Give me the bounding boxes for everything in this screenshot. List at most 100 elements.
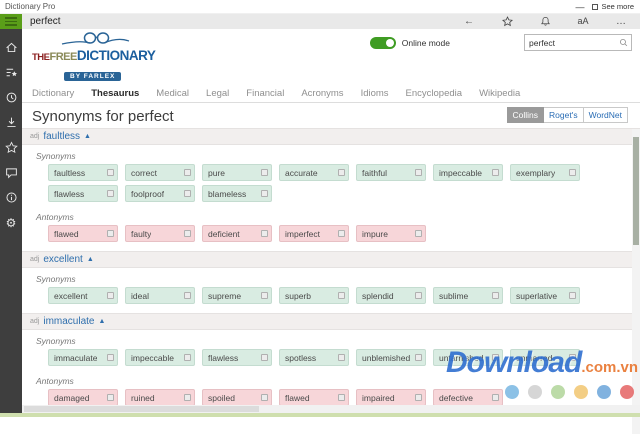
synonym-chip[interactable]: flawless: [202, 349, 272, 366]
wordlist-icon[interactable]: [0, 60, 22, 85]
more-icon[interactable]: …: [602, 16, 640, 27]
lookup-icon[interactable]: [338, 292, 345, 299]
lookup-icon[interactable]: [569, 292, 576, 299]
tab-dictionary[interactable]: Dictionary: [32, 88, 74, 99]
lookup-icon[interactable]: [492, 354, 499, 361]
lookup-icon[interactable]: [261, 169, 268, 176]
antonym-chip[interactable]: spoiled: [202, 389, 272, 406]
star-icon[interactable]: [488, 16, 526, 27]
lookup-icon[interactable]: [107, 169, 114, 176]
lookup-icon[interactable]: [492, 292, 499, 299]
settings-icon[interactable]: ⚙: [0, 210, 22, 235]
lookup-icon[interactable]: [107, 394, 114, 401]
tab-acronyms[interactable]: Acronyms: [301, 88, 343, 99]
lookup-icon[interactable]: [107, 292, 114, 299]
lookup-icon[interactable]: [338, 169, 345, 176]
lookup-icon[interactable]: [338, 354, 345, 361]
antonym-chip[interactable]: defective: [433, 389, 503, 406]
info-icon[interactable]: [0, 185, 22, 210]
search-input[interactable]: [525, 38, 619, 48]
lookup-icon[interactable]: [184, 230, 191, 237]
synonym-chip[interactable]: ideal: [125, 287, 195, 304]
tab-wikipedia[interactable]: Wikipedia: [479, 88, 520, 99]
feedback-icon[interactable]: [0, 160, 22, 185]
collapse-icon[interactable]: ▲: [87, 256, 94, 263]
lookup-icon[interactable]: [261, 354, 268, 361]
lookup-icon[interactable]: [415, 169, 422, 176]
synonym-chip[interactable]: flawless: [48, 185, 118, 202]
back-icon[interactable]: ←: [450, 16, 488, 27]
online-mode-toggle[interactable]: [370, 37, 396, 49]
antonym-chip[interactable]: damaged: [48, 389, 118, 406]
lookup-icon[interactable]: [415, 230, 422, 237]
synonym-chip[interactable]: sublime: [433, 287, 503, 304]
tab-encyclopedia[interactable]: Encyclopedia: [406, 88, 463, 99]
search-icon[interactable]: [619, 38, 631, 47]
antonym-chip[interactable]: ruined: [125, 389, 195, 406]
source-button-rogets[interactable]: Roget's: [544, 107, 584, 123]
lookup-icon[interactable]: [415, 394, 422, 401]
vertical-scrollbar[interactable]: [632, 129, 640, 434]
synonym-chip[interactable]: accurate: [279, 164, 349, 181]
lookup-icon[interactable]: [107, 354, 114, 361]
tab-medical[interactable]: Medical: [156, 88, 189, 99]
synonym-chip[interactable]: superb: [279, 287, 349, 304]
antonym-chip[interactable]: imperfect: [279, 225, 349, 242]
tab-idioms[interactable]: Idioms: [361, 88, 389, 99]
download-icon[interactable]: [0, 110, 22, 135]
synonym-chip[interactable]: faithful: [356, 164, 426, 181]
synonym-chip[interactable]: untarnished: [433, 349, 503, 366]
lookup-icon[interactable]: [184, 169, 191, 176]
antonym-chip[interactable]: faulty: [125, 225, 195, 242]
lookup-icon[interactable]: [184, 354, 191, 361]
antonym-chip[interactable]: flawed: [48, 225, 118, 242]
lookup-icon[interactable]: [492, 169, 499, 176]
horizontal-scrollbar[interactable]: [22, 405, 640, 413]
synonym-chip[interactable]: impeccable: [125, 349, 195, 366]
synonym-chip[interactable]: immaculate: [48, 349, 118, 366]
favorites-icon[interactable]: [0, 135, 22, 160]
lookup-icon[interactable]: [261, 292, 268, 299]
synonym-chip[interactable]: unmarred: [510, 349, 580, 366]
text-size-icon[interactable]: aA: [564, 16, 602, 26]
home-icon[interactable]: [0, 35, 22, 60]
synonym-chip[interactable]: blameless: [202, 185, 272, 202]
synonym-chip[interactable]: supreme: [202, 287, 272, 304]
synonym-chip[interactable]: exemplary: [510, 164, 580, 181]
synonym-chip[interactable]: impeccable: [433, 164, 503, 181]
synonym-chip[interactable]: splendid: [356, 287, 426, 304]
lookup-icon[interactable]: [415, 292, 422, 299]
lookup-icon[interactable]: [107, 190, 114, 197]
synonym-chip[interactable]: excellent: [48, 287, 118, 304]
synonym-chip[interactable]: correct: [125, 164, 195, 181]
bell-icon[interactable]: [526, 16, 564, 27]
source-button-collins[interactable]: Collins: [507, 107, 545, 123]
tab-thesaurus[interactable]: Thesaurus: [91, 88, 139, 99]
lookup-icon[interactable]: [338, 394, 345, 401]
lookup-icon[interactable]: [415, 354, 422, 361]
lookup-icon[interactable]: [261, 230, 268, 237]
antonym-chip[interactable]: impure: [356, 225, 426, 242]
antonym-chip[interactable]: impaired: [356, 389, 426, 406]
lookup-icon[interactable]: [492, 394, 499, 401]
synonym-chip[interactable]: superlative: [510, 287, 580, 304]
lookup-icon[interactable]: [261, 190, 268, 197]
synonym-chip[interactable]: faultless: [48, 164, 118, 181]
minimize-button[interactable]: —: [567, 2, 592, 12]
lookup-icon[interactable]: [569, 354, 576, 361]
synonym-chip[interactable]: unblemished: [356, 349, 426, 366]
source-button-wordnet[interactable]: WordNet: [584, 107, 628, 123]
lookup-icon[interactable]: [261, 394, 268, 401]
lookup-icon[interactable]: [569, 169, 576, 176]
lookup-icon[interactable]: [184, 394, 191, 401]
synonym-chip[interactable]: spotless: [279, 349, 349, 366]
collapse-icon[interactable]: ▲: [98, 318, 105, 325]
history-icon[interactable]: [0, 85, 22, 110]
antonym-chip[interactable]: deficient: [202, 225, 272, 242]
see-more-button[interactable]: See more: [592, 2, 640, 11]
lookup-icon[interactable]: [338, 230, 345, 237]
thefreedictionary-logo[interactable]: THEFREEDICTIONARY BY FARLEX: [32, 31, 182, 83]
